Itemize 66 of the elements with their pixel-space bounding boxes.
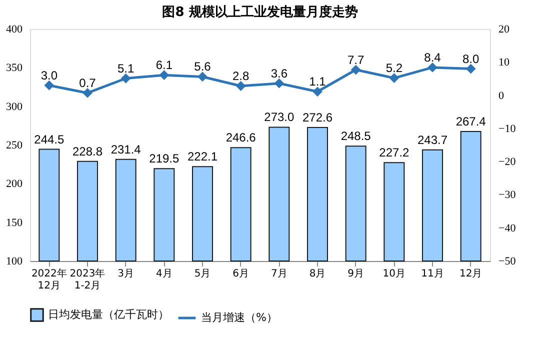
- legend-label: 当月增速（%）: [201, 311, 278, 324]
- data-label: 5.1: [117, 61, 134, 76]
- data-label: 273.0: [264, 110, 295, 124]
- data-label: 2.8: [232, 69, 250, 84]
- data-label: 248.5: [340, 129, 372, 144]
- y-tick-label: 100: [6, 256, 23, 268]
- x-tick-label: 2023年 1-2月: [70, 268, 106, 292]
- data-label: 267.4: [456, 114, 486, 129]
- x-tick-label: 5月: [194, 268, 211, 280]
- y2-tick-label: −30: [498, 189, 516, 202]
- y2-tick-label: −10: [498, 122, 516, 135]
- point: [351, 65, 360, 74]
- y2-tick-label: 0: [498, 90, 504, 102]
- x-tick-label: 7月: [270, 268, 288, 280]
- data-label: 1.1: [309, 74, 326, 89]
- data-label: 3.6: [270, 66, 288, 80]
- y-tick-label: 300: [6, 100, 23, 113]
- point: [390, 74, 399, 83]
- x-tick-label: 6月: [232, 268, 250, 280]
- y2-tick-label: −50: [498, 256, 516, 268]
- data-label: 7.7: [347, 52, 364, 67]
- point: [160, 70, 169, 80]
- data-label: 227.2: [379, 146, 410, 160]
- y2-tick-label: −20: [498, 156, 516, 168]
- x-tick-label: 9月: [348, 268, 364, 280]
- data-label: 219.5: [149, 152, 180, 166]
- data-label: 272.6: [302, 110, 333, 125]
- data-label: 3.0: [40, 68, 58, 82]
- x-tick-label: 4月: [156, 268, 172, 280]
- x-tick-label: 3月: [118, 268, 134, 280]
- y-tick-label: 250: [6, 140, 23, 152]
- chart-title: 图8 规模以上工业发电量月度走势: [162, 4, 358, 20]
- data-label: 228.8: [72, 144, 103, 158]
- data-label: 8.4: [424, 50, 442, 64]
- data-label: 6.1: [156, 58, 173, 72]
- point: [236, 81, 246, 91]
- data-label: 5.6: [194, 60, 212, 74]
- point: [466, 64, 476, 74]
- y-tick-label: 350: [6, 62, 23, 74]
- y2-tick-label: 10: [498, 56, 510, 69]
- point: [198, 72, 208, 82]
- point: [312, 87, 322, 96]
- y2-tick-label: −40: [498, 222, 516, 234]
- point: [121, 74, 130, 83]
- data-label: 222.1: [187, 150, 218, 164]
- x-tick-label: 11月: [421, 268, 444, 280]
- data-label: 231.4: [110, 142, 142, 156]
- data-label: 244.5: [34, 132, 65, 146]
- legend-label: 日均发电量（亿千瓦时）: [48, 308, 169, 321]
- data-label: 243.7: [417, 132, 448, 147]
- data-label: 246.6: [226, 130, 256, 145]
- y-tick-label: 400: [6, 24, 23, 36]
- data-label: 5.2: [386, 61, 403, 76]
- x-tick-label: 10月: [382, 268, 406, 280]
- data-label: 8.0: [462, 52, 480, 66]
- point: [274, 78, 284, 88]
- point: [44, 80, 54, 90]
- point: [428, 62, 438, 72]
- x-tick-label: 8月: [309, 268, 326, 280]
- y2-tick-label: 20: [498, 24, 510, 36]
- x-tick-label: 12月: [459, 268, 482, 280]
- x-tick-label: 2022年 12月: [31, 268, 67, 292]
- y-tick-label: 150: [6, 216, 23, 229]
- y-tick-label: 200: [6, 178, 23, 190]
- data-label: 0.7: [79, 76, 96, 90]
- point: [82, 88, 92, 98]
